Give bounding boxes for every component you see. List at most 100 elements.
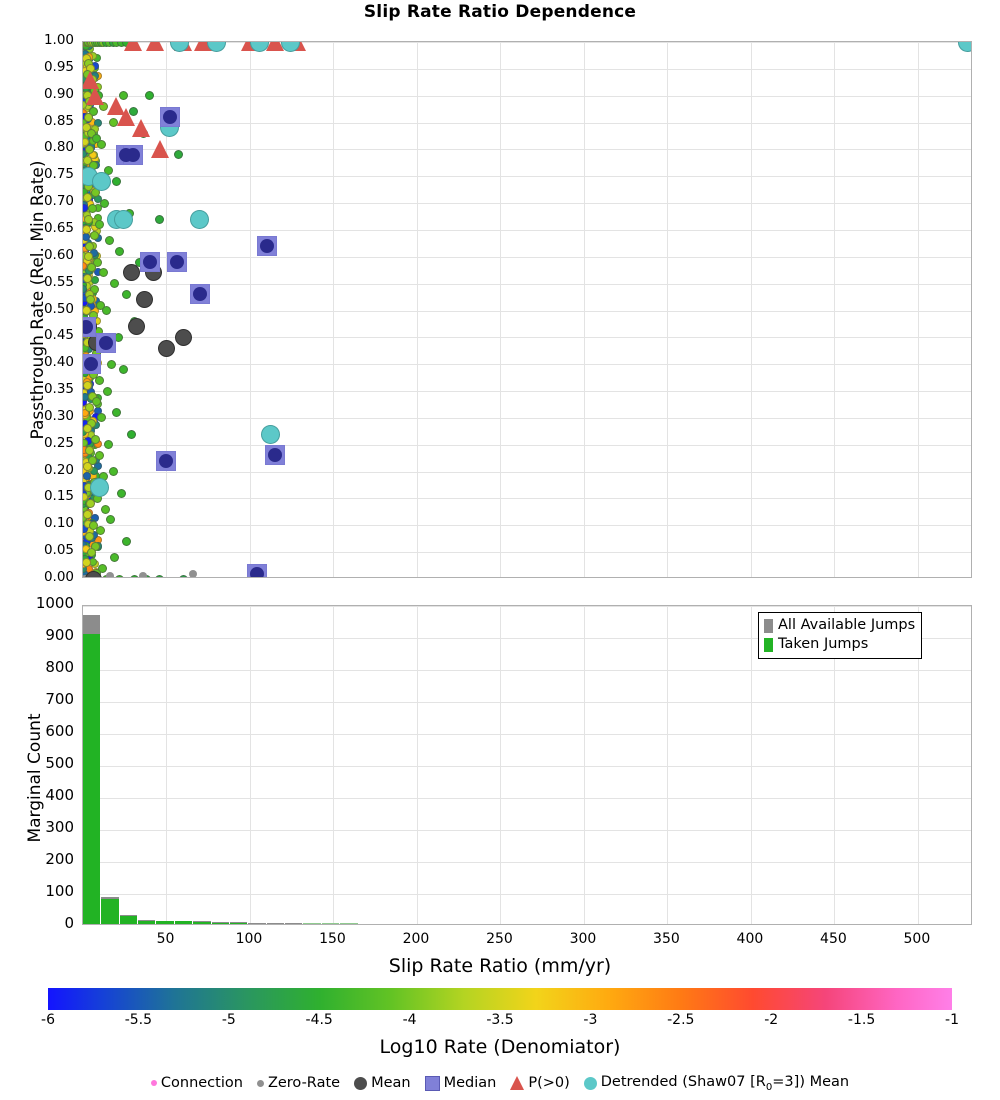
gridline	[83, 229, 971, 231]
colorbar-tick-label: -3.5	[486, 1012, 514, 1028]
histogram-bar	[303, 606, 321, 924]
scatter-point-connection	[130, 574, 140, 577]
scatter-point-connection	[85, 241, 95, 251]
square-marker-icon	[424, 1075, 440, 1091]
gridline	[834, 606, 836, 924]
ytick-label: 0.90	[43, 85, 74, 102]
scatter-point-connection	[83, 471, 91, 480]
scatter-point-connection	[155, 214, 165, 224]
marker-legend: Connection Zero-Rate Mean Median P(>0) Detren…	[0, 1074, 1000, 1093]
scatter-point-connection	[87, 456, 97, 466]
ytick-label: 0.10	[43, 515, 74, 532]
scatter-point-connection	[101, 504, 111, 514]
gridline	[83, 638, 971, 639]
scatter-point-median-dot	[84, 357, 99, 372]
scatter-point-connection	[121, 536, 131, 546]
gridline	[83, 310, 971, 312]
scatter-point-connection	[84, 402, 94, 412]
histogram-legend-item: Taken Jumps	[764, 635, 915, 654]
gridline	[83, 417, 971, 419]
scatter-point-connection	[115, 246, 125, 256]
colorbar-tick-label: -6	[41, 1012, 55, 1028]
gridline	[166, 606, 168, 924]
xtick-label: 100	[235, 931, 263, 947]
scatter-point-connection	[145, 91, 155, 101]
scatter-point-connection	[84, 531, 94, 541]
histogram-bar-taken	[138, 921, 156, 924]
scatter-point-p-gt-0	[132, 118, 151, 137]
scatter-point-mean	[157, 339, 175, 357]
scatter-point-connection	[97, 563, 107, 573]
marker-legend-item: Detrended (Shaw07 [R0=3]) Mean	[583, 1074, 849, 1093]
triangle-marker-icon	[510, 1076, 525, 1091]
scatter-point-median-dot	[162, 110, 177, 125]
scatter-point-connection	[100, 198, 110, 208]
ytick-label: 0.85	[43, 112, 74, 129]
small-dot-icon	[256, 1079, 264, 1087]
scatter-point-connection	[85, 499, 95, 509]
gridline	[83, 256, 971, 258]
scatter-point-connection	[92, 257, 102, 267]
gridline	[583, 606, 585, 924]
ytick-label: 0.30	[43, 407, 74, 424]
gridline	[917, 42, 919, 577]
scatter-point-connection	[83, 273, 92, 283]
scatter-point-connection	[178, 574, 188, 577]
scatter-point-connection	[173, 150, 183, 160]
histogram-bar	[321, 606, 340, 924]
ytick-label: 0.70	[43, 193, 74, 210]
histogram-bar-taken	[156, 921, 174, 924]
colorbar-tick-label: -4	[402, 1012, 417, 1028]
gridline	[83, 552, 971, 554]
gridline	[583, 42, 585, 577]
scatter-point-detrended-mean	[113, 209, 133, 229]
scatter-point-p-gt-0	[266, 42, 285, 51]
scatter-point-connection	[89, 107, 99, 117]
ytick-label: 300	[45, 818, 74, 836]
ytick-label: 0.80	[43, 139, 74, 156]
scatter-point-connection	[83, 558, 92, 568]
histogram-bar-all-available	[266, 922, 285, 924]
ytick-label: 0.65	[43, 219, 74, 236]
gridline	[83, 798, 971, 799]
xtick-label: 350	[653, 931, 680, 947]
ytick-label: 200	[45, 850, 74, 868]
scatter-point-connection	[108, 118, 118, 128]
scatter-point-connection	[83, 461, 92, 471]
circle-marker-icon	[354, 1076, 368, 1090]
scatter-point-connection	[88, 520, 98, 530]
scatter-point-connection	[96, 413, 106, 423]
colorbar-tick-label: -5.5	[124, 1012, 153, 1028]
scatter-point-connection	[85, 445, 94, 455]
colorbar: -6 -5.5 -5 -4.5 -4 -3.5 -3 -2.5 -2 -1.5 -1	[41, 988, 959, 1032]
gridline	[83, 525, 971, 527]
histogram-legend-label: All Available Jumps	[778, 617, 916, 633]
gridline	[166, 42, 168, 577]
scatter-point-mean	[136, 291, 154, 309]
marker-legend-label: Mean	[371, 1075, 411, 1092]
histogram-bar	[156, 606, 174, 924]
ytick-label: 0.50	[43, 300, 74, 317]
small-dot-icon	[150, 1080, 157, 1087]
gridline	[83, 830, 971, 831]
gridline	[83, 95, 971, 97]
ytick-label: 0.05	[43, 542, 74, 559]
gridline	[750, 606, 752, 924]
ytick-label: 500	[45, 754, 74, 772]
scatter-point-zero-rate	[105, 572, 114, 577]
colorbar-tick-label: -4.5	[305, 1012, 333, 1028]
scatter-point-connection	[91, 542, 101, 552]
bottom-chart-xlabel: Slip Rate Ratio (mm/yr)	[388, 955, 612, 977]
marker-legend-item: Connection	[150, 1075, 243, 1091]
scatter-point-connection	[83, 193, 92, 203]
histogram-bar-taken	[174, 921, 193, 924]
scatter-plot-area[interactable]	[82, 41, 972, 578]
gridline	[917, 606, 919, 924]
scatter-point-connection	[84, 214, 94, 224]
gridline	[83, 766, 971, 767]
marker-legend-label: P(>0)	[528, 1075, 570, 1092]
scatter-point-median-dot	[159, 453, 174, 468]
scatter-point-detrended-mean	[958, 42, 971, 52]
histogram-bar	[119, 606, 138, 924]
gridline	[83, 68, 971, 70]
